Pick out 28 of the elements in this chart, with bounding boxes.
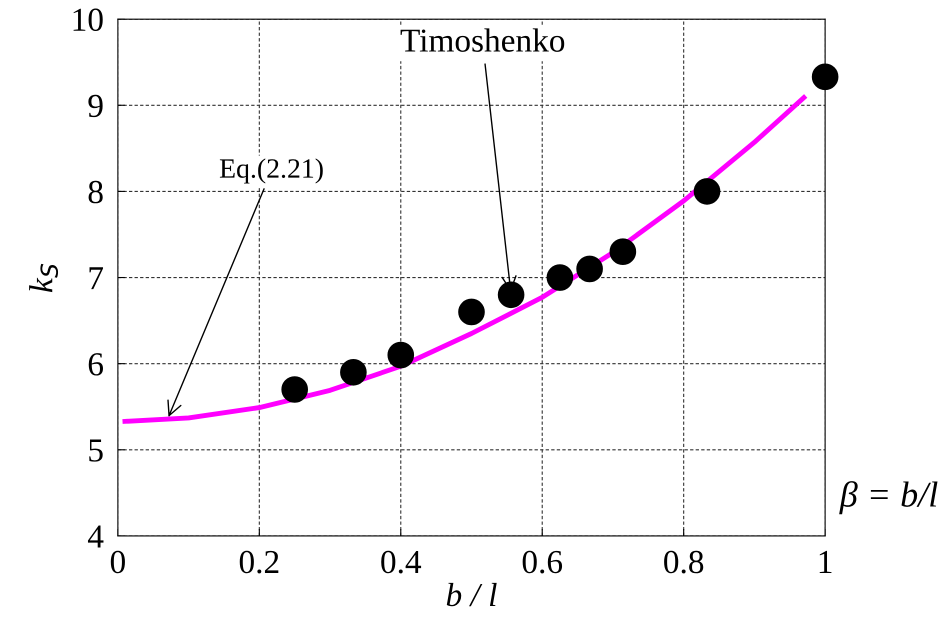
- y-tick-label: 6: [88, 353, 103, 376]
- y-tick-label: 7: [90, 267, 104, 290]
- x-tick-label: 0.2: [240, 550, 278, 574]
- annotation: Timoshenko: [400, 28, 564, 52]
- x-tick-label: 0.6: [522, 550, 562, 574]
- point: [281, 376, 308, 403]
- point: [694, 178, 720, 205]
- point: [498, 281, 524, 308]
- point: [387, 342, 414, 368]
- point: [458, 298, 485, 326]
- y-tick-label: 5: [89, 440, 103, 462]
- point: [610, 238, 636, 265]
- y-tick-label: 8: [88, 180, 103, 204]
- x-tick-label: 0: [110, 550, 125, 574]
- point: [340, 358, 367, 386]
- y-axis-title: k$_{S}$: [29, 264, 58, 292]
- point: [546, 264, 574, 291]
- y-tick-label: 4: [88, 526, 104, 548]
- x-tick-label: 0.8: [664, 550, 704, 574]
- x-tick-label: 0.4: [381, 550, 422, 574]
- point: [576, 256, 603, 282]
- y-tick-label: 9: [88, 94, 103, 118]
- y-tick-label: 10: [74, 8, 103, 32]
- x-axis-title: b / l: [446, 582, 497, 606]
- x-tick-label: 1: [820, 550, 832, 573]
- point: [812, 64, 838, 90]
- text: β = b/l: [839, 481, 938, 514]
- annotation: Eq.(2.21): [220, 158, 323, 184]
